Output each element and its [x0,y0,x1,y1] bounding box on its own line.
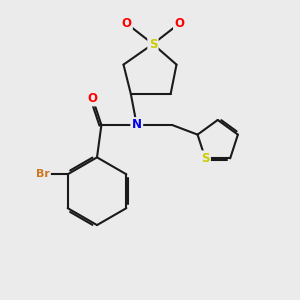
Text: O: O [88,92,98,105]
Text: O: O [174,17,184,30]
Text: Br: Br [36,169,50,179]
Text: O: O [122,17,131,30]
Text: N: N [132,118,142,131]
Text: S: S [149,38,157,50]
Text: S: S [201,152,209,165]
